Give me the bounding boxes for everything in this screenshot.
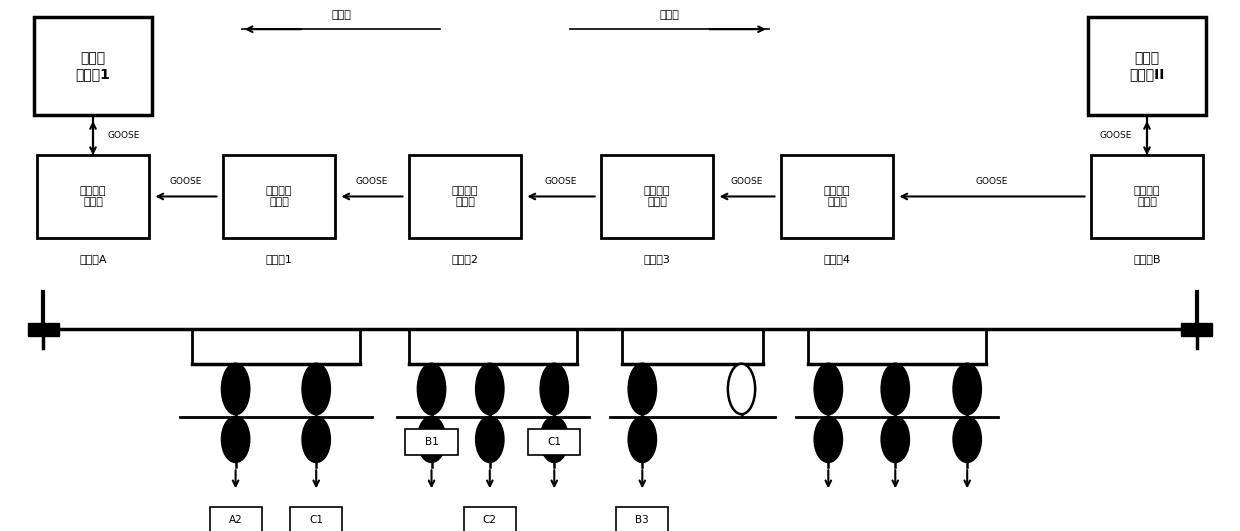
Ellipse shape: [476, 364, 503, 414]
Bar: [1180, 323, 1211, 336]
Text: 环网柜2: 环网柜2: [451, 254, 479, 263]
Text: 变电站A: 变电站A: [79, 254, 107, 263]
Ellipse shape: [629, 364, 656, 414]
Text: 负荷侧: 负荷侧: [660, 10, 680, 20]
Ellipse shape: [222, 364, 249, 414]
Text: 分布式馈
线终端: 分布式馈 线终端: [265, 186, 293, 207]
Text: 环网柜1: 环网柜1: [265, 254, 293, 263]
Text: A2: A2: [228, 516, 243, 525]
FancyBboxPatch shape: [409, 155, 521, 238]
Text: GOOSE: GOOSE: [544, 177, 578, 186]
FancyBboxPatch shape: [616, 507, 668, 531]
Text: 切负荷
执行站II: 切负荷 执行站II: [1130, 52, 1164, 81]
FancyBboxPatch shape: [223, 155, 335, 238]
FancyBboxPatch shape: [290, 507, 342, 531]
FancyBboxPatch shape: [1089, 17, 1205, 116]
Text: 变电站B: 变电站B: [1133, 254, 1161, 263]
Text: 分布式馈
线终端: 分布式馈 线终端: [823, 186, 851, 207]
Ellipse shape: [303, 364, 330, 414]
Text: 分布式馈
线终端: 分布式馈 线终端: [1133, 186, 1161, 207]
Ellipse shape: [954, 417, 981, 462]
Ellipse shape: [418, 364, 445, 414]
Ellipse shape: [815, 364, 842, 414]
Text: GOOSE: GOOSE: [976, 177, 1008, 186]
FancyBboxPatch shape: [601, 155, 713, 238]
Text: B1: B1: [424, 437, 439, 447]
Text: GOOSE: GOOSE: [1100, 131, 1132, 140]
Bar: [29, 323, 60, 336]
Ellipse shape: [541, 364, 568, 414]
Ellipse shape: [728, 364, 755, 414]
Ellipse shape: [954, 364, 981, 414]
Ellipse shape: [222, 417, 249, 462]
Text: B3: B3: [635, 516, 650, 525]
Text: GOOSE: GOOSE: [108, 131, 140, 140]
Text: 分布式馈
线终端: 分布式馈 线终端: [644, 186, 671, 207]
Text: C1: C1: [547, 437, 562, 447]
Text: 分布式馈
线终端: 分布式馈 线终端: [79, 186, 107, 207]
Ellipse shape: [303, 417, 330, 462]
Ellipse shape: [882, 417, 909, 462]
Text: 切负荷
执行站1: 切负荷 执行站1: [76, 52, 110, 81]
FancyBboxPatch shape: [781, 155, 893, 238]
Text: 环网柜3: 环网柜3: [644, 254, 671, 263]
Text: GOOSE: GOOSE: [170, 177, 202, 186]
Text: 分布式馈
线终端: 分布式馈 线终端: [451, 186, 479, 207]
Text: GOOSE: GOOSE: [730, 177, 764, 186]
Text: 电源侧: 电源侧: [331, 10, 351, 20]
Text: C2: C2: [482, 516, 497, 525]
Ellipse shape: [418, 417, 445, 462]
FancyBboxPatch shape: [37, 155, 149, 238]
Ellipse shape: [815, 417, 842, 462]
FancyBboxPatch shape: [33, 17, 151, 116]
Ellipse shape: [882, 364, 909, 414]
FancyBboxPatch shape: [1091, 155, 1203, 238]
Ellipse shape: [629, 417, 656, 462]
FancyBboxPatch shape: [210, 507, 262, 531]
Text: C1: C1: [309, 516, 324, 525]
Text: 环网柜4: 环网柜4: [823, 254, 851, 263]
FancyBboxPatch shape: [528, 429, 580, 456]
Text: GOOSE: GOOSE: [356, 177, 388, 186]
FancyBboxPatch shape: [405, 429, 458, 456]
Ellipse shape: [541, 417, 568, 462]
FancyBboxPatch shape: [464, 507, 516, 531]
Ellipse shape: [476, 417, 503, 462]
